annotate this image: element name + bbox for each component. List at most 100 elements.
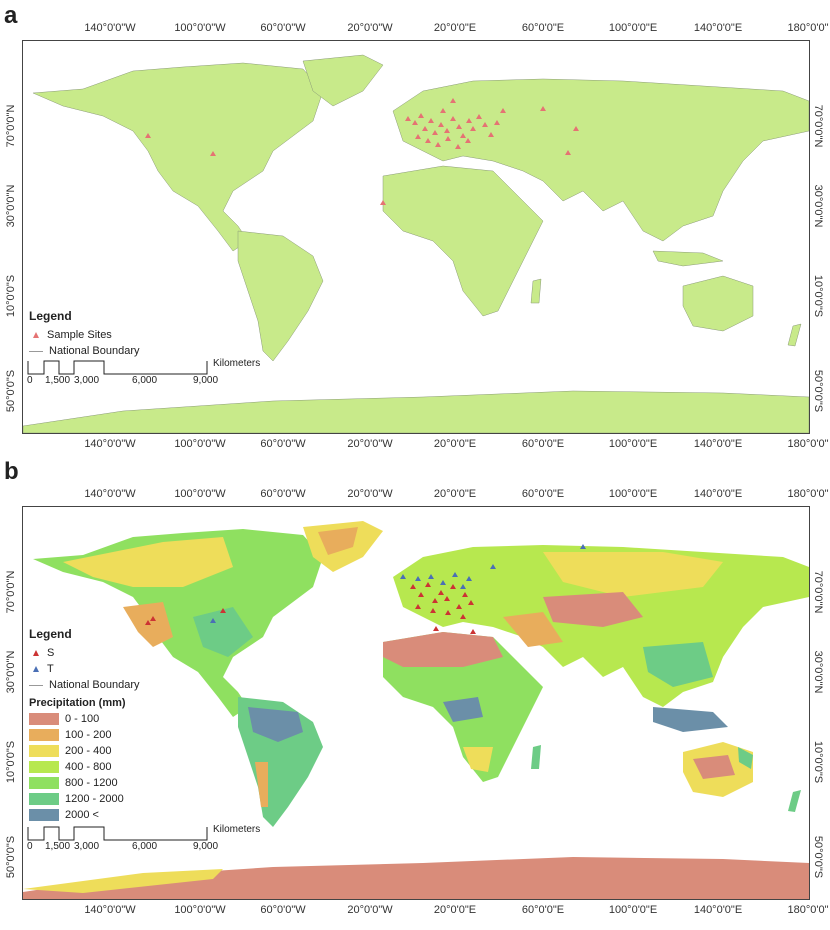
scalebar-b: Kilometers 0 1,500 3,000 6,000 9,000 xyxy=(27,824,267,861)
sample-site-marker xyxy=(482,122,488,127)
precip-class-swatch xyxy=(29,777,59,789)
sample-site-marker xyxy=(145,133,151,138)
top-tick-label: 20°0'0"E xyxy=(433,22,477,34)
top-tick-label: 60°0'0"W xyxy=(260,22,306,34)
precip-class-swatch xyxy=(29,761,59,773)
scalebar-a-label-3: 6,000 xyxy=(132,375,158,386)
sample-site-marker xyxy=(425,138,431,143)
t-marker xyxy=(428,574,434,579)
top-tick-label: 180°0'0" xyxy=(787,22,829,34)
s-marker xyxy=(415,604,421,609)
bottom-tick-label: 60°0'0"E xyxy=(521,904,565,916)
sample-site-marker xyxy=(470,126,476,131)
panel-b-label: b xyxy=(4,458,19,485)
scalebar-a-unit: Kilometers xyxy=(213,358,261,369)
legend-b-s-label: S xyxy=(47,647,55,659)
s-marker xyxy=(150,616,156,621)
s-marker xyxy=(450,584,456,589)
left-tick-label: 70°0'0"N xyxy=(5,570,17,614)
sample-site-marker xyxy=(412,120,418,125)
precip-class-row: 2000 < xyxy=(29,807,140,823)
sample-site-marker xyxy=(445,136,451,141)
bottom-tick-label: 100°0'0"E xyxy=(608,438,658,450)
legend-b: Legend S T National Boundary Precipitati… xyxy=(29,627,140,823)
top-tick-label: 140°0'0"W xyxy=(84,22,136,34)
sample-site-marker xyxy=(435,142,441,147)
s-marker xyxy=(418,592,424,597)
map-a-frame: Legend Sample Sites National Boundary Ki… xyxy=(22,40,810,434)
legend-a-sample-sites-label: Sample Sites xyxy=(47,329,112,341)
top-tick-label: 20°0'0"W xyxy=(347,22,393,34)
precip-class-label: 100 - 200 xyxy=(65,729,112,741)
sample-site-marker xyxy=(476,114,482,119)
sample-site-marker xyxy=(444,128,450,133)
s-marker xyxy=(460,614,466,619)
right-tick-label: 10°0'0"S xyxy=(812,274,824,318)
sample-site-marker xyxy=(450,98,456,103)
precip-class-label: 2000 < xyxy=(65,809,99,821)
precip-class-row: 400 - 800 xyxy=(29,759,140,775)
bottom-tick-label: 140°0'0"W xyxy=(84,438,136,450)
top-tick-label: 60°0'0"E xyxy=(521,22,565,34)
legend-b-title: Legend xyxy=(29,627,72,641)
legend-b-s: S xyxy=(29,645,140,661)
right-tick-label: 10°0'0"S xyxy=(812,740,824,784)
sample-site-marker xyxy=(432,130,438,135)
bottom-tick-label: 20°0'0"W xyxy=(347,438,393,450)
precip-class-row: 1200 - 2000 xyxy=(29,791,140,807)
bottom-tick-label: 180°0'0" xyxy=(787,438,829,450)
precip-class-label: 0 - 100 xyxy=(65,713,100,725)
precip-class-label: 200 - 400 xyxy=(65,745,112,757)
s-marker xyxy=(410,584,416,589)
top-tick-label: 20°0'0"W xyxy=(347,488,393,500)
sample-site-marker xyxy=(500,108,506,113)
scalebar-b-label-2: 3,000 xyxy=(74,841,100,852)
sample-site-marker xyxy=(540,106,546,111)
s-marker xyxy=(468,600,474,605)
s-marker xyxy=(145,620,151,625)
right-tick-label: 30°0'0"N xyxy=(812,650,824,694)
right-tick-label: 50°0'0"S xyxy=(812,835,824,879)
triangle-icon xyxy=(33,332,39,338)
sample-site-marker xyxy=(422,126,428,131)
sample-site-marker xyxy=(418,113,424,118)
top-tick-label: 100°0'0"E xyxy=(608,488,658,500)
scalebar-b-unit: Kilometers xyxy=(213,824,261,835)
top-tick-label: 140°0'0"W xyxy=(84,488,136,500)
s-marker xyxy=(444,596,450,601)
legend-b-national-boundary: National Boundary xyxy=(29,677,140,693)
precip-class-row: 100 - 200 xyxy=(29,727,140,743)
sample-site-marker xyxy=(466,118,472,123)
sample-site-marker xyxy=(210,151,216,156)
legend-b-precip-title: Precipitation (mm) xyxy=(29,697,126,709)
s-marker xyxy=(425,582,431,587)
top-tick-label: 180°0'0" xyxy=(787,488,829,500)
boundary-line-icon xyxy=(29,684,43,686)
bottom-tick-label: 100°0'0"W xyxy=(174,904,226,916)
t-marker xyxy=(466,576,472,581)
sample-site-marker xyxy=(456,124,462,129)
bottom-tick-label: 20°0'0"E xyxy=(433,438,477,450)
sample-site-marker xyxy=(455,144,461,149)
scalebar-a-label-0: 0 xyxy=(27,375,33,386)
legend-a-national-boundary: National Boundary xyxy=(29,343,140,359)
t-marker xyxy=(490,564,496,569)
s-marker xyxy=(433,626,439,631)
right-tick-label: 50°0'0"S xyxy=(812,369,824,413)
sample-site-marker xyxy=(460,133,466,138)
precipitation-map xyxy=(23,521,809,899)
sample-site-marker xyxy=(415,134,421,139)
bottom-tick-label: 140°0'0"W xyxy=(84,904,136,916)
top-tick-label: 140°0'0"E xyxy=(693,22,743,34)
s-marker xyxy=(438,590,444,595)
precip-class-label: 1200 - 2000 xyxy=(65,793,124,805)
scalebar-b-label-1: 1,500 xyxy=(45,841,71,852)
left-tick-label: 50°0'0"S xyxy=(5,835,17,879)
precip-class-label: 800 - 1200 xyxy=(65,777,118,789)
left-tick-label: 50°0'0"S xyxy=(5,369,17,413)
s-marker xyxy=(432,598,438,603)
legend-b-t-label: T xyxy=(47,663,54,675)
precip-class-row: 0 - 100 xyxy=(29,711,140,727)
top-tick-label: 100°0'0"W xyxy=(174,488,226,500)
boundary-line-icon xyxy=(29,350,43,352)
